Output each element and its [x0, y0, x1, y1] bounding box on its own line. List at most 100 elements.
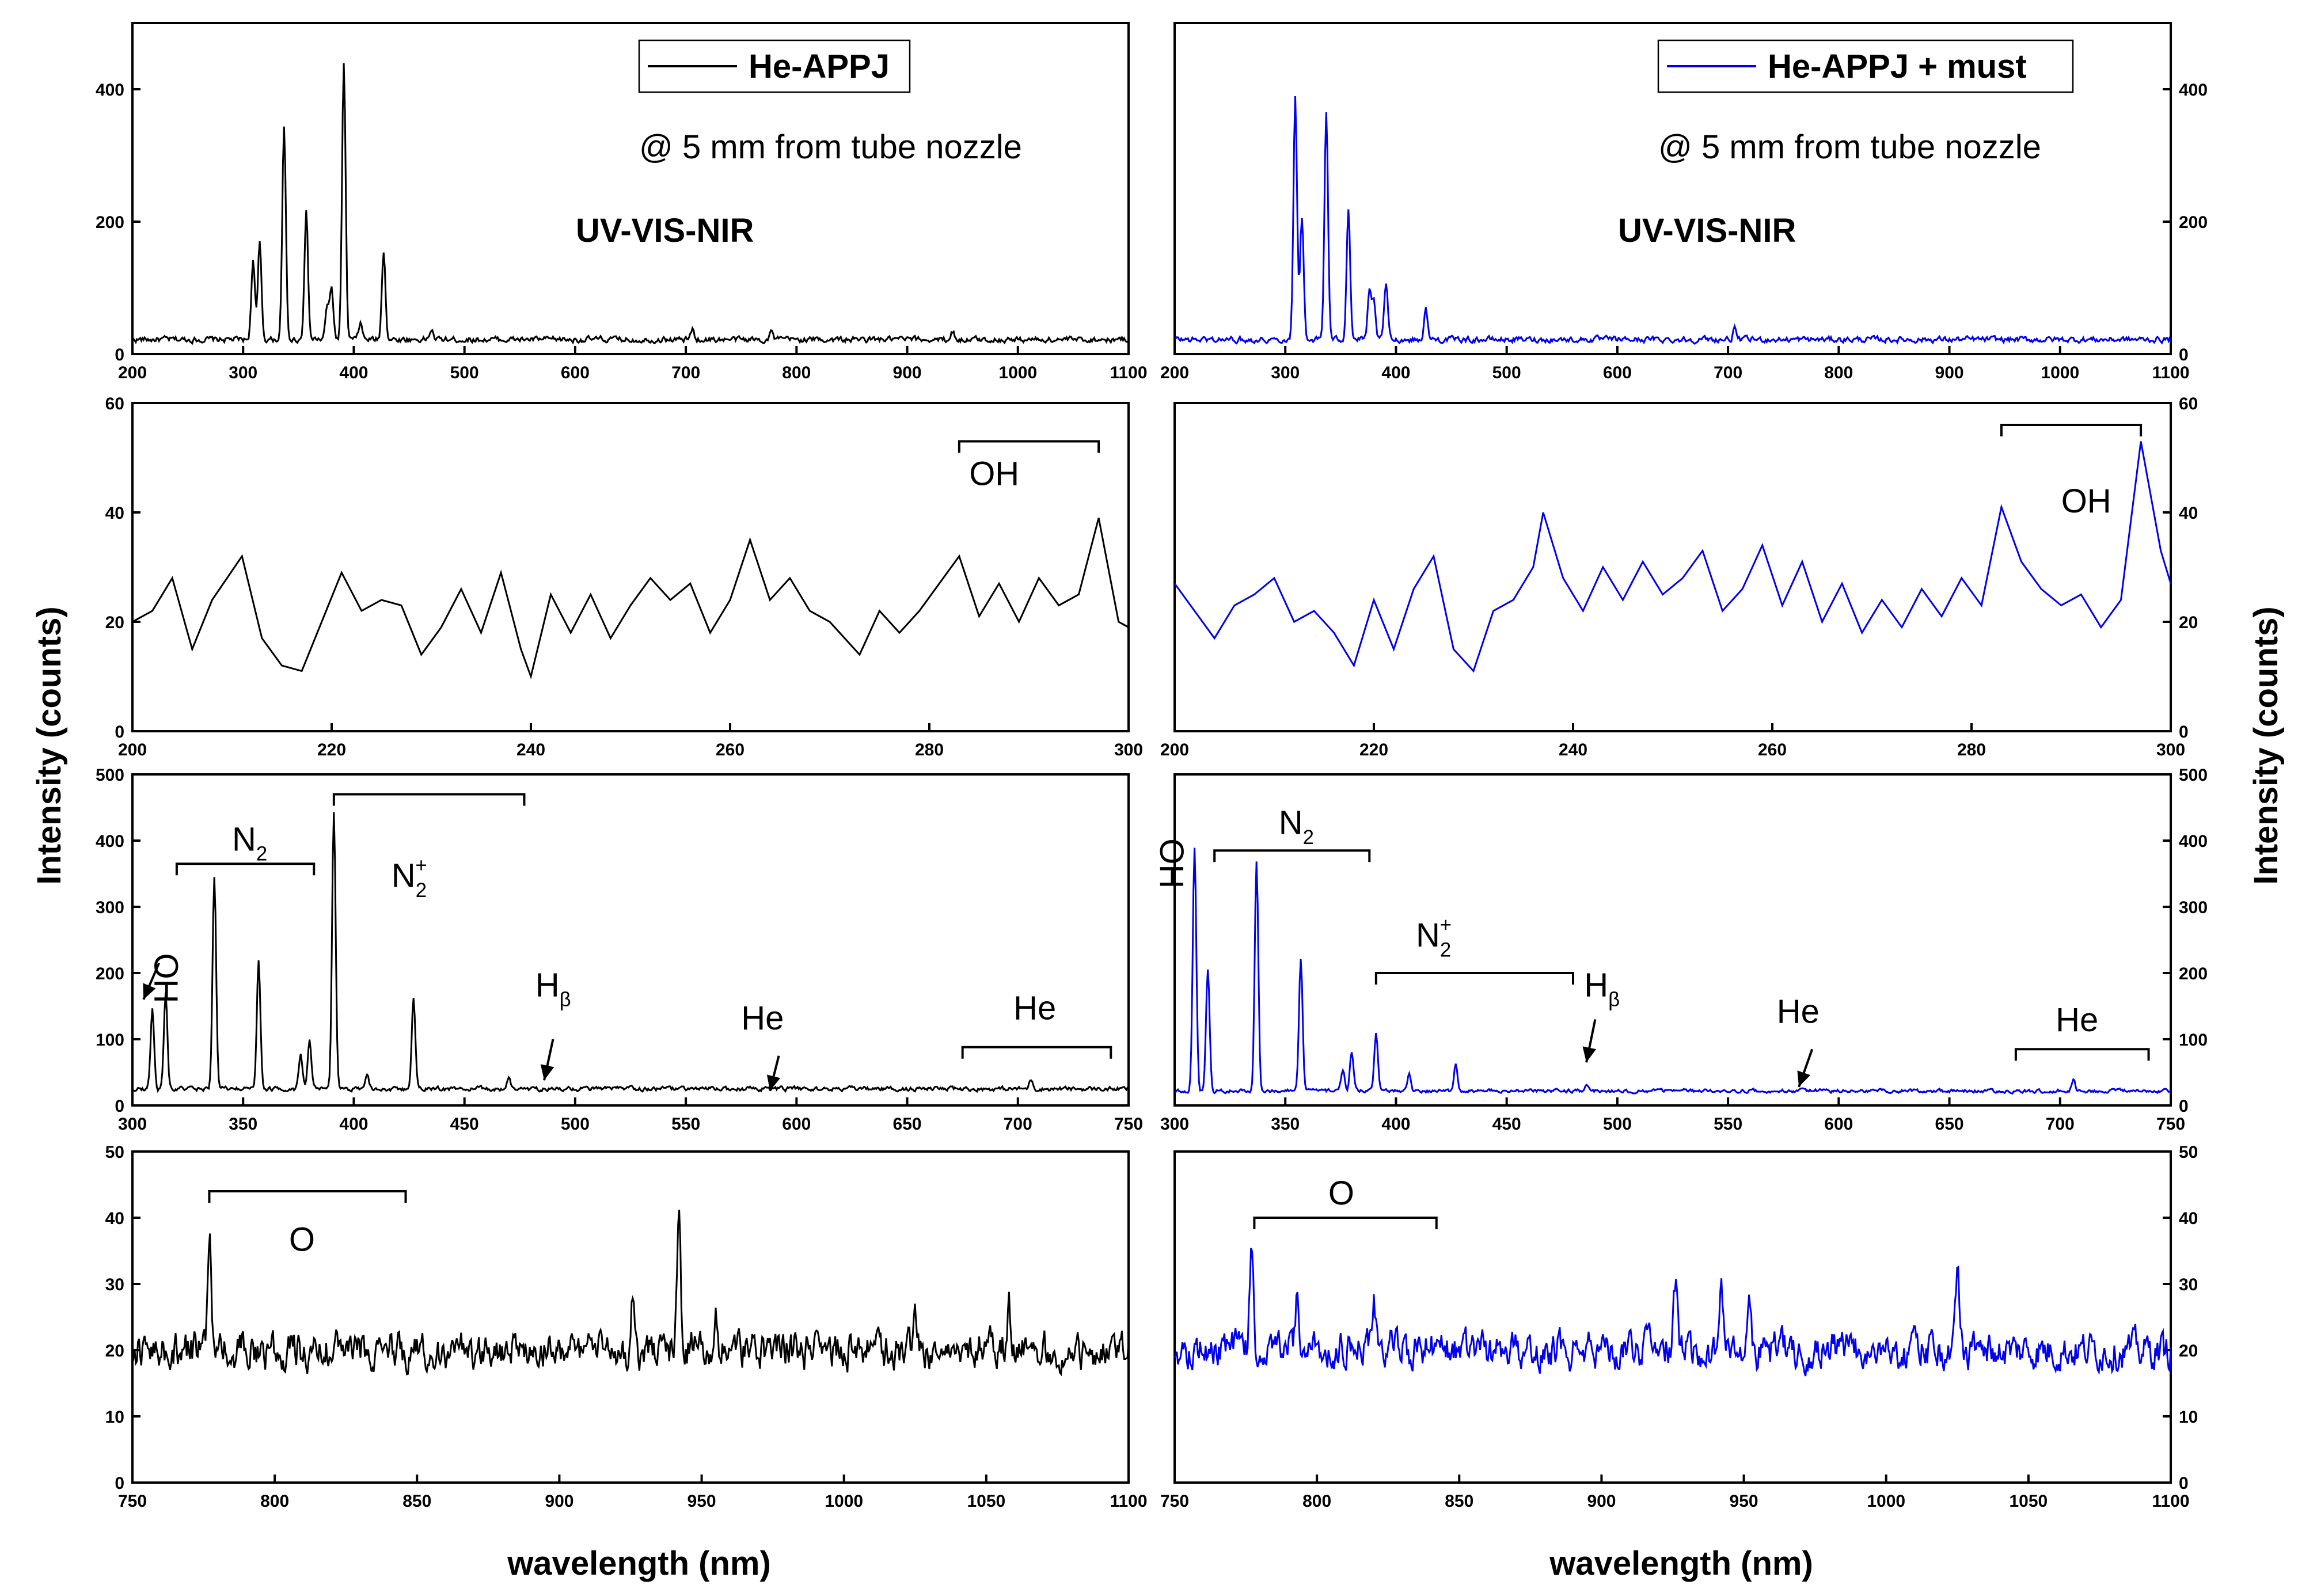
plot-frame: [131, 22, 1130, 355]
series-line-he-appj-must: [1174, 96, 2172, 345]
y-tick-label: 500: [2179, 766, 2208, 785]
x-tick-label: 1100: [2152, 363, 2189, 382]
y-tick-label: 200: [96, 213, 124, 232]
y-tick-label: 20: [105, 1342, 124, 1361]
x-tick-label: 650: [893, 1115, 922, 1134]
he-bracket: [2014, 1048, 2150, 1061]
x-tick-label: 400: [1381, 1115, 1410, 1134]
y-tick-label: 40: [2179, 1209, 2198, 1228]
he-label: He: [1777, 993, 1820, 1030]
he-bracket: [961, 1046, 1112, 1059]
x-tick-label: 280: [1957, 740, 1986, 759]
plot-frame: [1173, 402, 2172, 732]
x-tick-label: 800: [782, 363, 811, 382]
x-tick-label: 1100: [1110, 363, 1147, 382]
n2plus-bracket: [1374, 972, 1574, 985]
x-tick-label: 350: [229, 1115, 257, 1134]
x-tick-label: 750: [1160, 1492, 1189, 1511]
legend-label: He-APPJ: [749, 48, 890, 85]
y-tick-label: 30: [105, 1275, 124, 1294]
x-tick-label: 850: [1445, 1492, 1473, 1511]
plot-frame: [1173, 22, 2172, 355]
y-tick-label: 200: [2179, 964, 2208, 983]
x-tick-label: 700: [1004, 1115, 1032, 1134]
plot-frame: [1173, 1150, 2172, 1484]
x-tick-label: 500: [561, 1115, 590, 1134]
y-tick-label: 40: [2179, 504, 2198, 523]
legend-label: He-APPJ + must: [1768, 48, 2027, 85]
x-tick-label: 1000: [2041, 363, 2079, 382]
x-tick-label: 600: [782, 1115, 811, 1134]
x-tick-label: 220: [1359, 740, 1388, 759]
series-line-he-appj-must: [1174, 848, 2171, 1095]
y-tick-label: 20: [2179, 613, 2198, 632]
he-arrow-head: [766, 1074, 781, 1091]
x-tick-label: 750: [2156, 1115, 2185, 1134]
he-label: He: [741, 1000, 784, 1037]
he-label: He: [2056, 1001, 2098, 1039]
n2-label: N2: [232, 820, 267, 865]
x-tick-label: 240: [1559, 740, 1587, 759]
x-tick-label: 1100: [1110, 1492, 1147, 1511]
series-line-he-appj: [132, 518, 1129, 680]
plot-frame: [131, 1150, 1130, 1484]
x-axis-title-left: wavelength (nm): [507, 1545, 771, 1582]
panel-left-uv: 200 220 240 260 280 300 0 20 40 60: [105, 394, 1143, 759]
x-tick-label: 400: [339, 1115, 368, 1134]
oh-bracket: [2000, 424, 2143, 436]
y-tick-label: 400: [2179, 81, 2208, 100]
x-tick-label: 1000: [998, 363, 1037, 382]
y-axis-title-left: Intensity (counts): [31, 606, 68, 884]
x-tick-label: 600: [1603, 363, 1632, 382]
y-tick-label: 0: [115, 723, 124, 742]
hbeta-label: Hβ: [1584, 966, 1620, 1010]
x-tick-label: 650: [1935, 1115, 1964, 1134]
y-tick-label: 20: [105, 613, 124, 632]
y-tick-label: 0: [115, 1474, 124, 1493]
x-tick-label: 200: [1160, 363, 1189, 382]
x-tick-label: 950: [687, 1492, 716, 1511]
x-tick-label: 800: [1824, 363, 1853, 382]
x-tick-label: 280: [915, 740, 944, 759]
series-line-he-appj-must: [1173, 441, 2172, 673]
y-tick-label: 100: [96, 1031, 124, 1050]
distance-note: @ 5 mm from tube nozzle: [1658, 128, 2041, 166]
y-tick-label: 10: [105, 1408, 124, 1427]
x-tick-label: 300: [1160, 1115, 1189, 1134]
x-tick-label: 550: [1714, 1115, 1742, 1134]
x-tick-label: 300: [229, 363, 257, 382]
he-arrow-head: [1797, 1070, 1811, 1087]
distance-note: @ 5 mm from tube nozzle: [639, 128, 1022, 166]
hbeta-arrow-head: [1582, 1046, 1597, 1063]
x-tick-label: 400: [339, 363, 368, 382]
y-axis-title-right: Intensity (counts): [2247, 606, 2285, 884]
x-tick-label: 300: [1271, 363, 1300, 382]
plot-frame: [131, 402, 1130, 732]
panel-left-nir: 750 800 850 900 950 1000 1050 1100 0 10 20 30 40 50: [105, 1143, 1148, 1511]
x-tick-label: 700: [2046, 1115, 2075, 1134]
y-tick-label: 0: [2179, 1097, 2189, 1116]
y-tick-label: 50: [2179, 1143, 2198, 1162]
y-tick-label: 100: [2179, 1031, 2208, 1050]
series-line-he-appj: [132, 63, 1129, 345]
x-tick-label: 400: [1381, 363, 1410, 382]
y-tick-label: 0: [2179, 345, 2189, 364]
n2plus-bracket: [332, 793, 526, 806]
x-tick-label: 950: [1730, 1492, 1758, 1511]
y-tick-label: 60: [105, 394, 124, 413]
y-tick-label: 10: [2179, 1408, 2198, 1427]
y-tick-label: 400: [96, 81, 124, 100]
x-tick-label: 450: [450, 1115, 479, 1134]
spectral-region-label: UV-VIS-NIR: [576, 212, 754, 249]
y-tick-label: 0: [115, 1097, 124, 1116]
x-tick-label: 500: [1603, 1115, 1632, 1134]
x-tick-label: 300: [1114, 740, 1143, 759]
o-label: O: [289, 1221, 315, 1259]
x-tick-label: 750: [1114, 1115, 1143, 1134]
series-line-he-appj: [131, 812, 1129, 1093]
x-tick-label: 500: [450, 363, 479, 382]
